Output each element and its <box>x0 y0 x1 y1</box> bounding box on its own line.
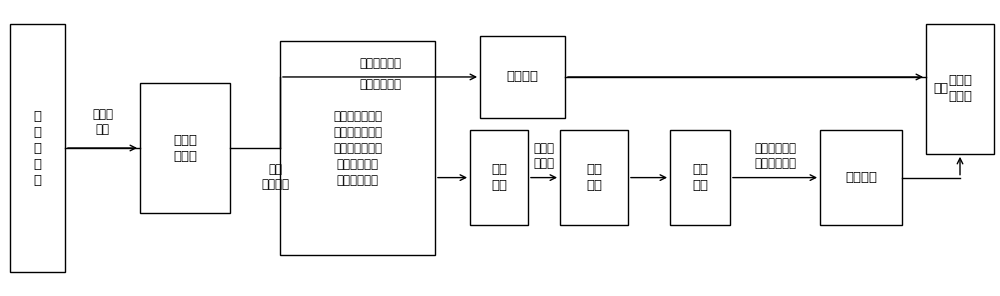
Text: 前期测试: 前期测试 <box>507 70 538 83</box>
Bar <box>560 130 628 225</box>
Text: 尺寸形状测定: 尺寸形状测定 <box>359 78 401 91</box>
Text: 对比: 对比 <box>934 82 949 95</box>
Text: 经验或
仿真: 经验或 仿真 <box>92 108 113 136</box>
Text: 时效效
果评价: 时效效 果评价 <box>948 74 972 103</box>
Text: 残余应力检测
尺寸形状测定: 残余应力检测 尺寸形状测定 <box>754 142 796 170</box>
Bar <box>280 41 435 255</box>
Text: 特定参
考位置: 特定参 考位置 <box>173 133 197 163</box>
Text: 制冷
笱体: 制冷 笱体 <box>491 163 507 192</box>
Text: 特
定
时
效
件: 特 定 时 效 件 <box>34 110 42 186</box>
Bar <box>140 83 230 213</box>
Bar <box>926 24 994 154</box>
Text: 振动
时效: 振动 时效 <box>692 163 708 192</box>
Text: 选取温度、激振
力、激振频率、
激振位置、支撑
位置和工作时
间等工艺参数: 选取温度、激振 力、激振频率、 激振位置、支撑 位置和工作时 间等工艺参数 <box>333 110 382 186</box>
Text: 材料
结构形状: 材料 结构形状 <box>261 163 289 191</box>
Text: 后期测试: 后期测试 <box>845 171 877 184</box>
Bar <box>10 24 65 272</box>
Bar <box>820 130 902 225</box>
Bar <box>670 130 730 225</box>
Text: 低温
处理: 低温 处理 <box>586 163 602 192</box>
Text: 振动时
效系统: 振动时 效系统 <box>534 142 554 170</box>
Bar <box>470 130 528 225</box>
Bar <box>480 36 565 118</box>
Text: 残余应力检测: 残余应力检测 <box>359 57 401 70</box>
